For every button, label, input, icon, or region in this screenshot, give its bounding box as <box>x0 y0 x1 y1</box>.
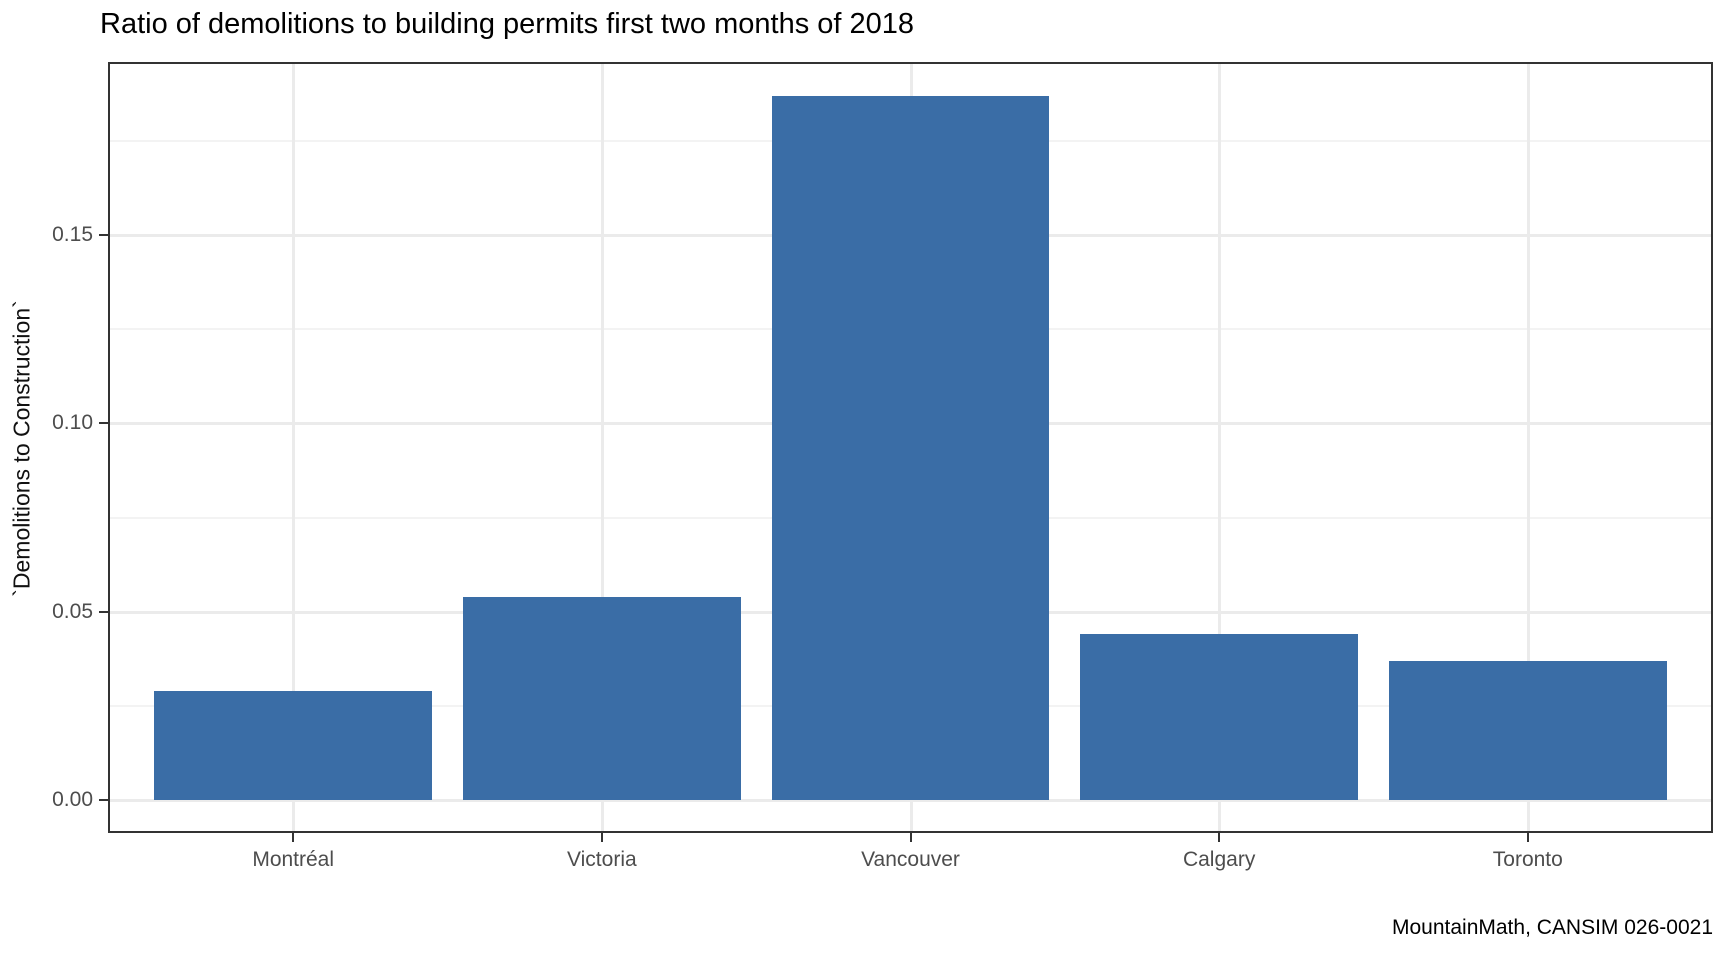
y-tick-label: 0.15 <box>52 223 93 247</box>
gridline-vertical <box>1218 62 1222 833</box>
bar-calgary <box>1080 634 1359 800</box>
x-tick-mark <box>1526 833 1529 842</box>
x-tick-label-victoria: Victoria <box>567 848 637 871</box>
y-tick-mark <box>99 799 108 801</box>
y-tick-label: 0.05 <box>52 599 93 623</box>
y-tick-mark <box>99 610 108 613</box>
bar-montréal <box>154 690 433 800</box>
x-tick-label-toronto: Toronto <box>1492 848 1563 871</box>
bar-vancouver <box>771 95 1050 800</box>
x-tick-label-montréal: Montréal <box>252 848 335 871</box>
x-tick-mark <box>292 833 295 842</box>
gridline-vertical <box>600 62 604 833</box>
bar-toronto <box>1388 660 1667 800</box>
y-tick-label: 0.00 <box>52 788 93 811</box>
y-axis-label: `Demolitions to Construction` <box>8 300 35 597</box>
x-tick-mark <box>1218 833 1221 842</box>
x-tick-mark <box>909 833 912 842</box>
y-tick-label: 0.10 <box>52 411 93 435</box>
gridline-vertical <box>292 62 296 833</box>
source-caption: MountainMath, CANSIM 026-0021 <box>1392 916 1713 939</box>
chart-title: Ratio of demolitions to building permits… <box>100 8 915 40</box>
x-tick-label-calgary: Calgary <box>1182 848 1256 871</box>
y-tick-mark <box>99 422 108 425</box>
plot-panel <box>108 62 1713 833</box>
x-tick-label-vancouver: Vancouver <box>861 848 960 871</box>
gridline-vertical <box>1526 62 1530 833</box>
bar-victoria <box>462 596 741 800</box>
x-tick-mark <box>600 833 603 842</box>
y-tick-mark <box>99 234 108 237</box>
